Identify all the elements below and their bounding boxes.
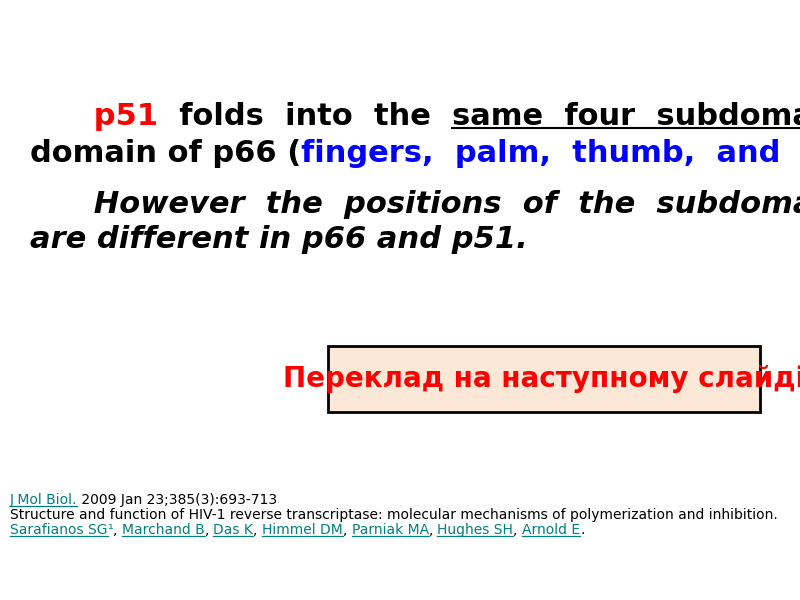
- Text: ,: ,: [342, 523, 351, 537]
- Text: ,: ,: [205, 523, 214, 537]
- Text: Himmel DM: Himmel DM: [262, 523, 342, 537]
- Text: p51: p51: [30, 102, 158, 131]
- Text: J Mol Biol.: J Mol Biol.: [10, 493, 78, 507]
- Text: ,: ,: [429, 523, 438, 537]
- Text: domain of p66 (: domain of p66 (: [30, 139, 302, 168]
- Text: Marchand B: Marchand B: [122, 523, 205, 537]
- Text: same  four  subdomains: same four subdomains: [452, 102, 800, 131]
- Text: folds  into  the: folds into the: [158, 102, 452, 131]
- Text: Hughes SH: Hughes SH: [438, 523, 514, 537]
- Text: ,: ,: [113, 523, 122, 537]
- Text: Structure and function of HIV-1 reverse transcriptase: molecular mechanisms of p: Structure and function of HIV-1 reverse …: [10, 508, 778, 522]
- Text: Arnold E: Arnold E: [522, 523, 580, 537]
- Text: 2009 Jan 23;385(3):693-713: 2009 Jan 23;385(3):693-713: [78, 493, 278, 507]
- Text: Parniak MA: Parniak MA: [351, 523, 429, 537]
- FancyBboxPatch shape: [328, 346, 760, 412]
- Text: ¹: ¹: [107, 523, 113, 537]
- Text: Sarafianos SG: Sarafianos SG: [10, 523, 107, 537]
- Text: However  the  positions  of  the  subdomains  relative  to  each  other: However the positions of the subdomains …: [30, 190, 800, 219]
- Text: Das K: Das K: [214, 523, 254, 537]
- Text: Переклад на наступному слайді: Переклад на наступному слайді: [283, 365, 800, 393]
- Text: ,: ,: [514, 523, 522, 537]
- Text: fingers,  palm,  thumb,  and  connection: fingers, palm, thumb, and connection: [302, 139, 800, 168]
- Text: ,: ,: [254, 523, 262, 537]
- Text: .: .: [580, 523, 585, 537]
- Text: are different in p66 and p51.: are different in p66 and p51.: [30, 225, 528, 254]
